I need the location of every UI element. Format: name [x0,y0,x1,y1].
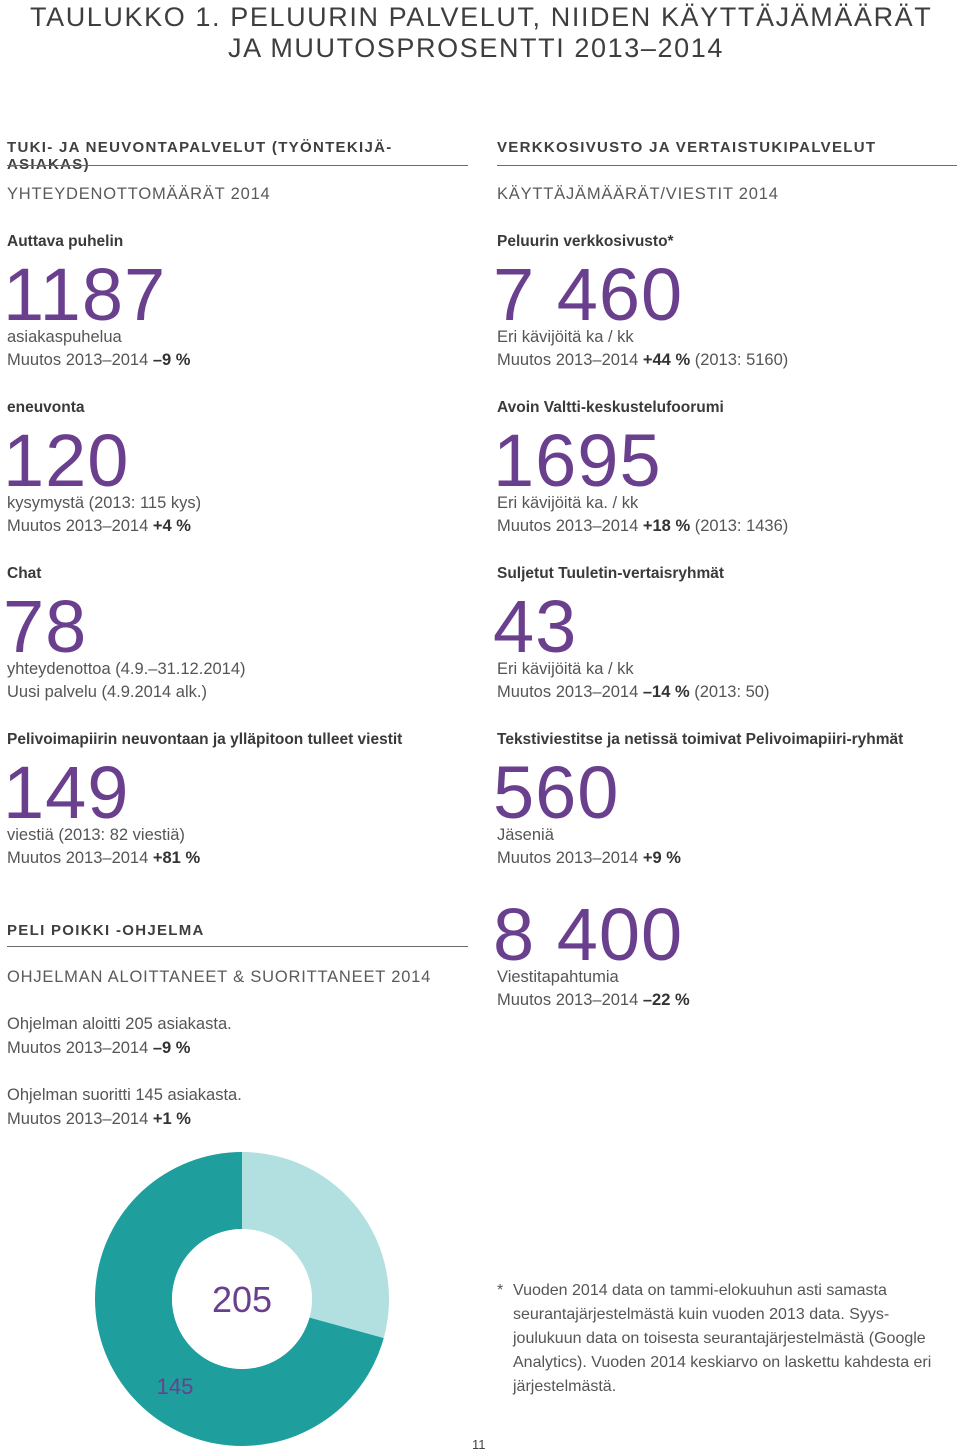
donut-slices [94,1152,390,1446]
change-value: +1 % [152,1110,191,1128]
stat-change: Muutos 2013–2014 +9 % [497,849,681,868]
donut-total-label: 205 [212,1279,272,1320]
page-number: 11 [472,1437,486,1452]
stat-value: 78 [3,585,88,668]
change-value: –22 % [642,991,690,1009]
footnote-marker: * [497,1282,504,1299]
change-prefix: Muutos 2013–2014 [7,849,153,867]
stat-description: Eri kävijöitä ka / kk [497,660,634,678]
change-value: +9 % [642,849,681,867]
right-section-heading: VERKKOSIVUSTO JA VERTAISTUKIPALVELUT [497,139,877,156]
page-title-line2: JA MUUTOSPROSENTTI 2013–2014 [228,33,724,63]
stat-label: Avoin Valtti-keskustelufoorumi [497,399,724,416]
change-value: –14 % [642,683,690,701]
peli-subheading: OHJELMAN ALOITTANEET & SUORITTANEET 2014 [7,968,432,986]
stat-change: Muutos 2013–2014 +44 % (2013: 5160) [497,351,788,370]
peli-completed-text: Ohjelman suoritti 145 asiakasta. [7,1086,242,1104]
change-prefix: Uusi palvelu (4.9.2014 alk.) [7,683,207,701]
right-heading-rule [497,165,957,166]
stat-value: 560 [493,751,620,834]
stat-change: Muutos 2013–2014 +4 % [7,517,191,536]
peli-poikki-heading: PELI POIKKI -OHJELMA [7,922,205,939]
stat-value: 8 400 [493,893,684,976]
footnote-text: Vuoden 2014 data on tammi-elokuuhun asti… [513,1282,932,1395]
stat-change: Muutos 2013–2014 +81 % [7,849,200,868]
stat-description: kysymystä (2013: 115 kys) [7,494,202,512]
change-prefix: Muutos 2013–2014 [497,849,643,867]
right-subheading: KÄYTTÄJÄMÄÄRÄT/VIESTIT 2014 [497,185,779,203]
change-value: +44 % [642,351,691,369]
stat-label: Pelivoimapiirin neuvontaan ja ylläpitoon… [7,731,403,748]
change-suffix: (2013: 5160) [690,351,789,369]
stat-value: 1695 [493,419,662,502]
stat-change: Muutos 2013–2014 +18 % (2013: 1436) [497,517,788,536]
stat-description: yhteydenottoa (4.9.–31.12.2014) [7,660,246,678]
stat-label: eneuvonta [7,399,85,416]
stat-value: 149 [3,751,130,834]
page-title: TAULUKKO 1. PELUURIN PALVELUT, NIIDEN KÄ… [30,2,933,32]
change-prefix: Muutos 2013–2014 [7,351,153,369]
stat-change: Uusi palvelu (4.9.2014 alk.) [7,683,207,702]
change-prefix: Muutos 2013–2014 [7,517,153,535]
stat-label: Peluurin verkkosivusto* [497,233,674,250]
donut-slice-remaining [242,1152,390,1338]
donut-hole [172,1229,312,1369]
stat-value: 43 [493,585,578,668]
stat-value: 1187 [3,253,167,336]
stat-description: Jäseniä [497,826,554,844]
stat-change: Muutos 2013–2014 –14 % (2013: 50) [497,683,769,702]
stat-description: Eri kävijöitä ka / kk [497,328,634,346]
donut-slice-completed [94,1152,384,1446]
peli-completed-change: Muutos 2013–2014 +1 % [7,1110,191,1129]
change-value: +4 % [152,517,191,535]
peli-started-text: Ohjelman aloitti 205 asiakasta. [7,1015,232,1033]
change-prefix: Muutos 2013–2014 [497,991,643,1009]
stat-value: 7 460 [493,253,684,336]
peli-heading-rule [7,946,468,947]
donut-chart: 205 145 [94,1152,390,1446]
change-prefix: Muutos 2013–2014 [7,1039,153,1057]
change-value: +81 % [152,849,201,867]
stat-label: Chat [7,565,42,582]
change-prefix: Muutos 2013–2014 [497,517,643,535]
stat-change: Muutos 2013–2014 –9 % [7,351,190,370]
stat-change: Muutos 2013–2014 –22 % [497,991,690,1010]
change-value: –9 % [152,1039,191,1057]
stat-description: Eri kävijöitä ka. / kk [497,494,639,512]
stat-label: Tekstiviestitse ja netissä toimivat Peli… [497,731,904,748]
change-value: +18 % [642,517,691,535]
donut-slice-label: 145 [157,1374,194,1399]
stat-description: asiakaspuhelua [7,328,122,346]
left-subheading: YHTEYDENOTTOMÄÄRÄT 2014 [7,185,271,203]
stat-value: 120 [3,419,130,502]
left-heading-rule [7,165,468,166]
change-value: –9 % [152,351,191,369]
change-prefix: Muutos 2013–2014 [7,1110,153,1128]
change-suffix: (2013: 1436) [690,517,789,535]
left-section-heading: TUKI- JA NEUVONTAPALVELUT (TYÖNTEKIJÄ-AS… [7,139,393,173]
peli-started-change: Muutos 2013–2014 –9 % [7,1039,190,1058]
stat-label: Auttava puhelin [7,233,124,250]
stat-description: Viestitapahtumia [497,968,619,986]
change-prefix: Muutos 2013–2014 [497,351,643,369]
stat-description: viestiä (2013: 82 viestiä) [7,826,185,844]
change-suffix: (2013: 50) [689,683,770,701]
stat-label: Suljetut Tuuletin-vertaisryhmät [497,565,725,582]
change-prefix: Muutos 2013–2014 [497,683,643,701]
